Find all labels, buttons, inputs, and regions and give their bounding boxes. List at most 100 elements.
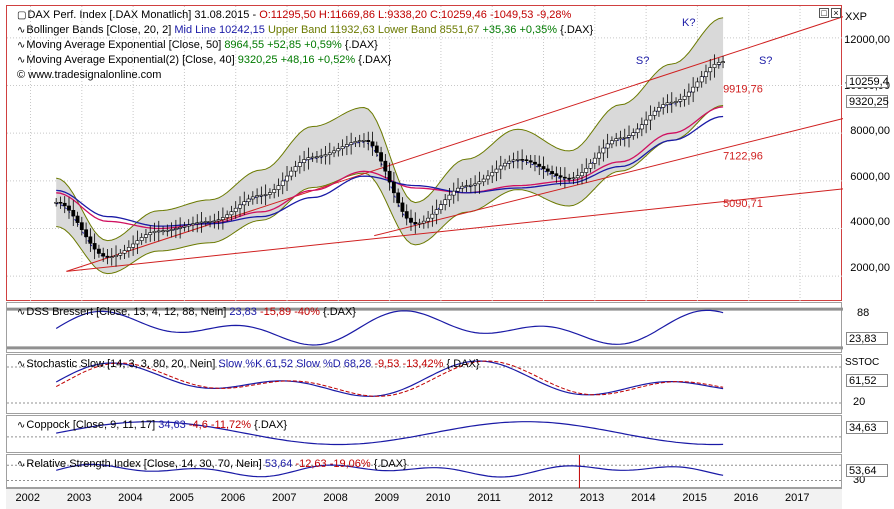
legend-bollinger-label: Bollinger Bands [Close, 20, 2] [26, 24, 175, 36]
close-icon[interactable]: × [831, 8, 841, 18]
indicator-icon: ∿ [17, 359, 26, 370]
candle-body [622, 137, 627, 139]
candle-body [319, 155, 324, 158]
candle-body [605, 143, 610, 149]
price-legend: ▢DAX Perf. Index [.DAX Monatlich] 31.08.… [17, 8, 593, 83]
candle-body [545, 168, 550, 172]
candle-body [268, 192, 272, 195]
rsi-pane[interactable]: ∿Relative Strength Index [Close, 14, 30,… [6, 454, 843, 489]
candle-body [674, 101, 678, 103]
stoch-legend-k: Slow %K 61,52 [218, 358, 293, 370]
ma-value-label: 9320,25 [846, 95, 889, 108]
legend-ema50-label: Moving Average Exponential [Close, 50] [26, 39, 225, 51]
rsi-legend-change: -12,63 -19,06% [295, 458, 371, 470]
maximize-icon[interactable]: □ [819, 8, 829, 18]
candle-body [515, 159, 520, 161]
candle-body [477, 181, 482, 185]
dss-pane[interactable]: ∿DSS Bressert [Close, 13, 4, 12, 88, Nei… [6, 302, 843, 353]
stochastic-pane[interactable]: ∿Stochastic Slow [14, 3, 3, 80, 20, Nein… [6, 354, 843, 414]
candle-body [71, 210, 76, 217]
candle-body [592, 157, 597, 164]
candle-body [704, 71, 708, 77]
candle-body [246, 198, 251, 202]
candle-body [533, 161, 537, 165]
indicator-icon: ∿ [17, 420, 26, 431]
coppock-pane[interactable]: ∿Coppock [Close, 9, 11, 17] 34,63 -4,6 -… [6, 415, 843, 453]
candle-body [486, 175, 490, 180]
candle-body [490, 172, 495, 177]
candle-body [631, 132, 636, 136]
candle-body [259, 194, 264, 197]
candle-body [635, 128, 640, 133]
y-tick: 6000,00 [850, 171, 890, 183]
candle-body [84, 229, 88, 238]
legend-ema40-suffix: {.DAX} [355, 54, 392, 66]
candle-body [92, 243, 97, 250]
candle-body [447, 194, 452, 201]
y-tick: 88 [857, 307, 870, 319]
candle-body [409, 217, 413, 223]
x-tick-label: 2002 [15, 492, 40, 504]
stochastic-chart-svg [7, 360, 843, 404]
candle-body [161, 230, 165, 233]
candle-body [88, 236, 93, 244]
stoch-value-label: 61,52 [846, 374, 888, 387]
candle-body [567, 177, 572, 180]
candle-body [678, 99, 683, 102]
indicator-icon: ∿ [17, 40, 26, 51]
x-tick-label: 2012 [528, 492, 553, 504]
candle-body [648, 115, 653, 121]
axis-label: SSTOC [845, 357, 880, 368]
candle-body [430, 213, 435, 219]
candle-body [114, 255, 118, 257]
candle-body [520, 159, 525, 161]
candle-body [580, 172, 584, 177]
stochastic-legend: ∿Stochastic Slow [14, 3, 3, 80, 20, Nein… [17, 357, 480, 372]
candle-body [97, 248, 101, 254]
trendline [66, 187, 852, 272]
coppock-legend-change: -4,6 -11,72% [188, 419, 252, 431]
candle-body [588, 163, 593, 169]
candle-body [285, 175, 289, 182]
candle-body [550, 171, 554, 174]
candle-body [511, 159, 516, 162]
candle-body [464, 185, 469, 187]
indicator-icon: ∿ [17, 25, 26, 36]
price-chart-pane[interactable]: K? S? S? 9919,76 7122,96 5090,71 ▢DAX Perf. I… [6, 5, 852, 302]
indicator-icon: ∿ [17, 55, 26, 66]
dss-legend: ∿DSS Bressert [Close, 13, 4, 12, 88, Nei… [17, 305, 356, 320]
candle-body [434, 209, 439, 215]
stoch-d-line [55, 360, 724, 397]
copp-line [56, 421, 724, 446]
candle-body [404, 211, 409, 219]
candle-body [374, 145, 379, 153]
candle-body [610, 140, 614, 145]
x-tick-label: 2015 [682, 492, 707, 504]
candle-body [468, 184, 473, 187]
candle-body [156, 230, 161, 233]
x-tick-label: 2005 [169, 492, 194, 504]
candle-body [456, 187, 460, 192]
candle-body [272, 189, 277, 193]
candle-body [242, 201, 247, 206]
rsi-legend-value: 53,64 [264, 458, 293, 470]
candle-body [524, 159, 529, 162]
candle-body [357, 140, 362, 142]
candle-body [503, 162, 507, 167]
rsi-legend-label: Relative Strength Index [Close, 14, 30, … [26, 458, 265, 470]
candle-body [144, 234, 148, 238]
candle-body [216, 219, 221, 222]
price-axis: XXP 12000,00 10000,00 8000,00 6000,00 40… [843, 5, 894, 301]
candle-body [400, 202, 405, 212]
candle-body [323, 154, 328, 157]
candle-body [443, 199, 448, 205]
x-tick-label: 2008 [323, 492, 348, 504]
candle-body [139, 237, 144, 241]
candle-body [122, 250, 127, 254]
legend-bollinger-lower: Lower Band 8551,67 [377, 24, 480, 36]
x-tick-label: 2006 [220, 492, 246, 504]
stoch-line [55, 360, 724, 397]
legend-bollinger-upper: Upper Band 11932,63 [267, 24, 375, 36]
candle-body [212, 220, 217, 223]
candle-body [421, 220, 426, 224]
